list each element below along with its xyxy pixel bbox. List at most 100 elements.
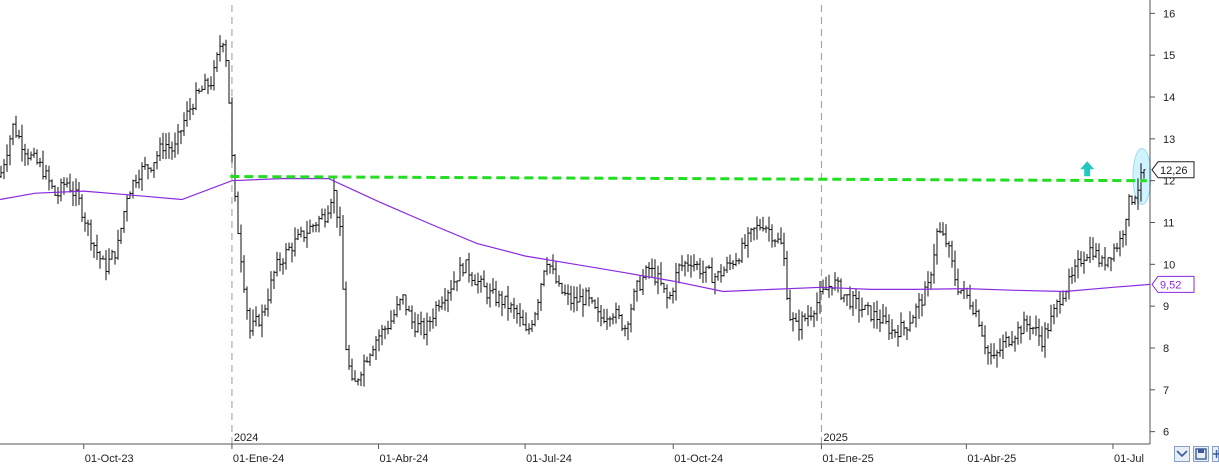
ohlc-bar — [746, 227, 750, 258]
ohlc-bar — [881, 304, 885, 324]
help-button[interactable] — [1174, 446, 1190, 462]
ohlc-bar — [779, 227, 783, 245]
year-label: 2025 — [823, 432, 847, 444]
ohlc-bar — [155, 151, 159, 170]
ohlc-bar — [1040, 326, 1044, 352]
ohlc-bar — [296, 228, 300, 241]
ohlc-bar — [101, 255, 105, 260]
help-icon — [1176, 450, 1188, 458]
ohlc-bar — [521, 309, 525, 326]
ohlc-bar — [689, 255, 693, 278]
save-button[interactable] — [1193, 446, 1209, 462]
ohlc-bar — [161, 132, 165, 159]
ohlc-bar — [386, 320, 390, 335]
ohlc-bar — [1058, 291, 1062, 314]
price-tag-box — [1151, 161, 1195, 179]
add-button[interactable] — [1212, 446, 1219, 462]
ohlc-bar — [446, 289, 450, 313]
ohlc-bar — [302, 230, 306, 243]
ohlc-bar — [596, 297, 600, 322]
ohlc-bar — [791, 312, 795, 332]
ohlc-bar — [548, 263, 552, 274]
ohlc-bar — [845, 294, 849, 306]
ohlc-bar — [1082, 251, 1086, 274]
ohlc-bar — [68, 173, 72, 193]
save-icon — [1195, 448, 1207, 460]
ohlc-bar — [707, 264, 711, 269]
ohlc-bar — [875, 300, 879, 329]
ohlc-bar — [812, 310, 816, 328]
ohlc-bar — [92, 242, 96, 258]
ohlc-bar — [329, 198, 333, 219]
ohlc-bar — [26, 148, 30, 166]
ohlc-bar — [419, 311, 423, 336]
ohlc-bar — [1007, 336, 1011, 347]
ohlc-bar — [164, 133, 168, 160]
ohlc-bar — [212, 60, 216, 91]
ohlc-bar — [389, 310, 393, 330]
ohlc-bar — [224, 39, 228, 67]
ohlc-bar — [254, 306, 258, 327]
ohlc-bar — [947, 241, 951, 258]
ohlc-bar — [572, 286, 576, 313]
ohlc-bar — [1010, 330, 1014, 347]
ohlc-bar — [209, 76, 213, 90]
ohlc-bar — [308, 219, 312, 234]
ohlc-bar — [350, 358, 354, 381]
ohlc-bar — [1130, 195, 1134, 206]
ohlc-bar — [119, 227, 123, 244]
ohlc-bar — [962, 281, 966, 300]
ohlc-bar — [899, 312, 903, 338]
ohlc-bar — [914, 303, 918, 328]
ohlc-bar — [284, 243, 288, 270]
ohlc-bar — [59, 178, 63, 202]
ohlc-bar — [227, 60, 231, 104]
ohlc-bar — [641, 269, 645, 295]
ohlc-bar — [437, 299, 441, 312]
ohlc-bar — [728, 254, 732, 271]
ohlc-bar — [287, 242, 291, 251]
ohlc-bar — [887, 314, 891, 340]
ohlc-bar — [1034, 315, 1038, 336]
ohlc-bar — [1037, 318, 1041, 346]
ohlc-bar — [35, 149, 39, 165]
ohlc-bar — [269, 271, 273, 304]
x-tick-label: 01-Oct-24 — [674, 453, 723, 465]
ohlc-bar — [686, 254, 690, 272]
ohlc-bar — [1076, 250, 1080, 279]
ohlc-bar — [281, 258, 285, 275]
ohlc-bar — [764, 225, 768, 233]
ohlc-bar — [626, 321, 630, 341]
ohlc-bar — [311, 223, 315, 233]
ohlc-bar — [599, 305, 603, 327]
ohlc-bar — [773, 238, 777, 248]
ohlc-bar — [32, 147, 36, 158]
ohlc-bar — [866, 302, 870, 316]
ohlc-bar — [44, 164, 48, 180]
ohlc-bar — [659, 262, 663, 286]
ohlc-bar — [170, 141, 174, 160]
x-tick-label: 01-Abr-25 — [967, 453, 1016, 465]
ohlc-bar — [1019, 325, 1023, 344]
ohlc-bar — [80, 194, 84, 222]
ohlc-bar — [620, 314, 624, 332]
y-tick-label: 6 — [1163, 427, 1169, 439]
ohlc-bar — [512, 297, 516, 319]
price-tag-label: 12,26 — [1160, 165, 1188, 177]
ohlc-bar — [929, 271, 933, 290]
ohlc-bar — [188, 98, 192, 121]
ohlc-bar — [554, 261, 558, 284]
ohlc-bar — [395, 296, 399, 318]
ohlc-bar — [206, 77, 210, 95]
ohlc-bar — [794, 313, 798, 323]
ohlc-bar — [890, 319, 894, 340]
ohlc-bar — [932, 243, 936, 284]
ohlc-bar — [185, 101, 189, 127]
ohlc-bar — [110, 249, 114, 260]
ohlc-bar — [893, 329, 897, 338]
ohlc-bar — [1136, 178, 1140, 210]
ohlc-bar — [248, 307, 252, 339]
ohlc-bar — [176, 123, 180, 155]
axes: 6 7 8 9 10 11 12 13 14 15 16 01-Oct-23 01-Ene-24 01-A… — [0, 0, 1195, 465]
ohlc-bar — [1052, 303, 1056, 325]
